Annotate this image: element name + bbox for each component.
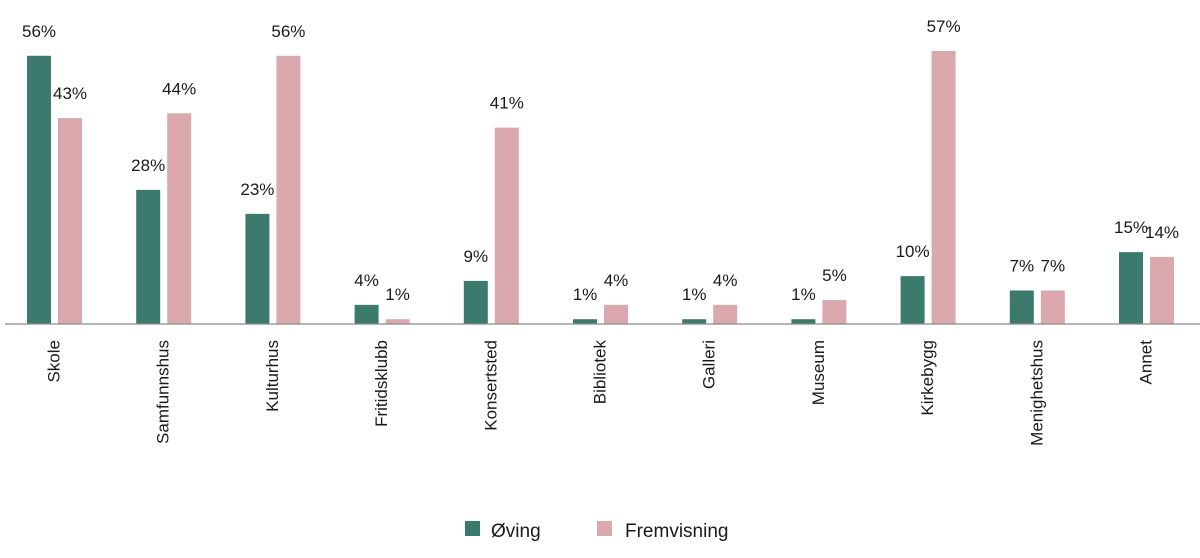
category-label-kirkebygg: Kirkebygg <box>918 340 937 416</box>
value-label-galleri-fremvisning: 4% <box>713 271 738 290</box>
value-label-skole-fremvisning: 43% <box>53 84 87 103</box>
bar-bibliotek-fremvisning <box>604 304 628 324</box>
legend-label-oving: Øving <box>491 521 541 542</box>
value-label-menighetshus-oving: 7% <box>1010 256 1035 275</box>
bar-konsertsted-oving <box>463 280 488 324</box>
category-label-samfunnshus: Samfunnshus <box>154 340 173 444</box>
value-label-annet-oving: 15% <box>1114 218 1148 237</box>
value-label-fritidsklubb-oving: 4% <box>354 271 379 290</box>
bars-group <box>27 51 1174 325</box>
value-label-konsertsted-fremvisning: 41% <box>490 94 524 113</box>
bar-kulturhus-oving <box>245 213 270 324</box>
legend-swatch-fremvisning <box>597 521 612 536</box>
value-label-museum-fremvisning: 5% <box>822 266 847 285</box>
category-label-museum: Museum <box>809 340 828 405</box>
value-label-kulturhus-oving: 23% <box>240 180 274 199</box>
bar-konsertsted-fremvisning <box>494 127 519 324</box>
value-label-galleri-oving: 1% <box>682 285 707 304</box>
value-label-skole-oving: 56% <box>22 22 56 41</box>
category-label-kulturhus: Kulturhus <box>263 340 282 412</box>
category-label-konsertsted: Konsertsted <box>481 340 500 431</box>
bar-museum-fremvisning <box>822 300 847 324</box>
legend-label-fremvisning: Fremvisning <box>625 521 728 542</box>
value-label-bibliotek-fremvisning: 4% <box>604 271 629 290</box>
bar-galleri-oving <box>682 319 707 324</box>
value-label-kulturhus-fremvisning: 56% <box>271 22 305 41</box>
category-label-skole: Skole <box>45 340 64 383</box>
value-label-fritidsklubb-fremvisning: 1% <box>385 285 410 304</box>
category-label-fritidsklubb: Fritidsklubb <box>372 340 391 427</box>
bar-menighetshus-fremvisning <box>1040 290 1065 324</box>
category-labels-group: Skole Samfunnshus Kulturhus Fritidsklubb Kon… <box>45 340 1156 446</box>
bar-galleri-fremvisning <box>713 304 738 324</box>
value-label-museum-oving: 1% <box>791 285 816 304</box>
value-label-menighetshus-fremvisning: 7% <box>1041 256 1066 275</box>
bar-fritidsklubb-oving <box>354 304 379 324</box>
value-label-samfunnshus-fremvisning: 44% <box>162 79 196 98</box>
bar-fritidsklubb-fremvisning <box>385 319 410 324</box>
bar-samfunnshus-fremvisning <box>167 113 192 325</box>
bar-bibliotek-oving <box>573 319 597 324</box>
bar-skole-oving <box>27 55 51 324</box>
value-label-samfunnshus-oving: 28% <box>131 156 165 175</box>
value-labels-group: 56% 43% 28% 44% 23% 56% 4% 1% 9% 41% 1% 4% 1% 4% 1% 5% 1… <box>22 17 1179 304</box>
category-label-galleri: Galleri <box>700 340 719 389</box>
bar-kulturhus-fremvisning <box>276 55 301 324</box>
value-label-konsertsted-oving: 9% <box>464 247 489 266</box>
category-label-menighetshus: Menighetshus <box>1027 340 1046 446</box>
bar-kirkebygg-oving <box>900 276 925 324</box>
value-label-annet-fremvisning: 14% <box>1145 223 1179 242</box>
bar-skole-fremvisning <box>58 118 82 324</box>
value-label-kirkebygg-fremvisning: 57% <box>927 17 961 36</box>
bar-annet-fremvisning <box>1150 256 1174 324</box>
bar-samfunnshus-oving <box>136 189 161 324</box>
legend-swatch-oving <box>465 521 480 536</box>
bar-menighetshus-oving <box>1009 290 1034 324</box>
category-label-bibliotek: Bibliotek <box>591 340 610 405</box>
value-label-kirkebygg-oving: 10% <box>896 242 930 261</box>
category-label-annet: Annet <box>1137 340 1156 385</box>
bar-annet-oving <box>1119 252 1143 324</box>
bar-kirkebygg-fremvisning <box>931 51 956 324</box>
bar-museum-oving <box>791 319 816 324</box>
value-label-bibliotek-oving: 1% <box>573 285 598 304</box>
legend: Øving Fremvisning <box>465 521 728 542</box>
